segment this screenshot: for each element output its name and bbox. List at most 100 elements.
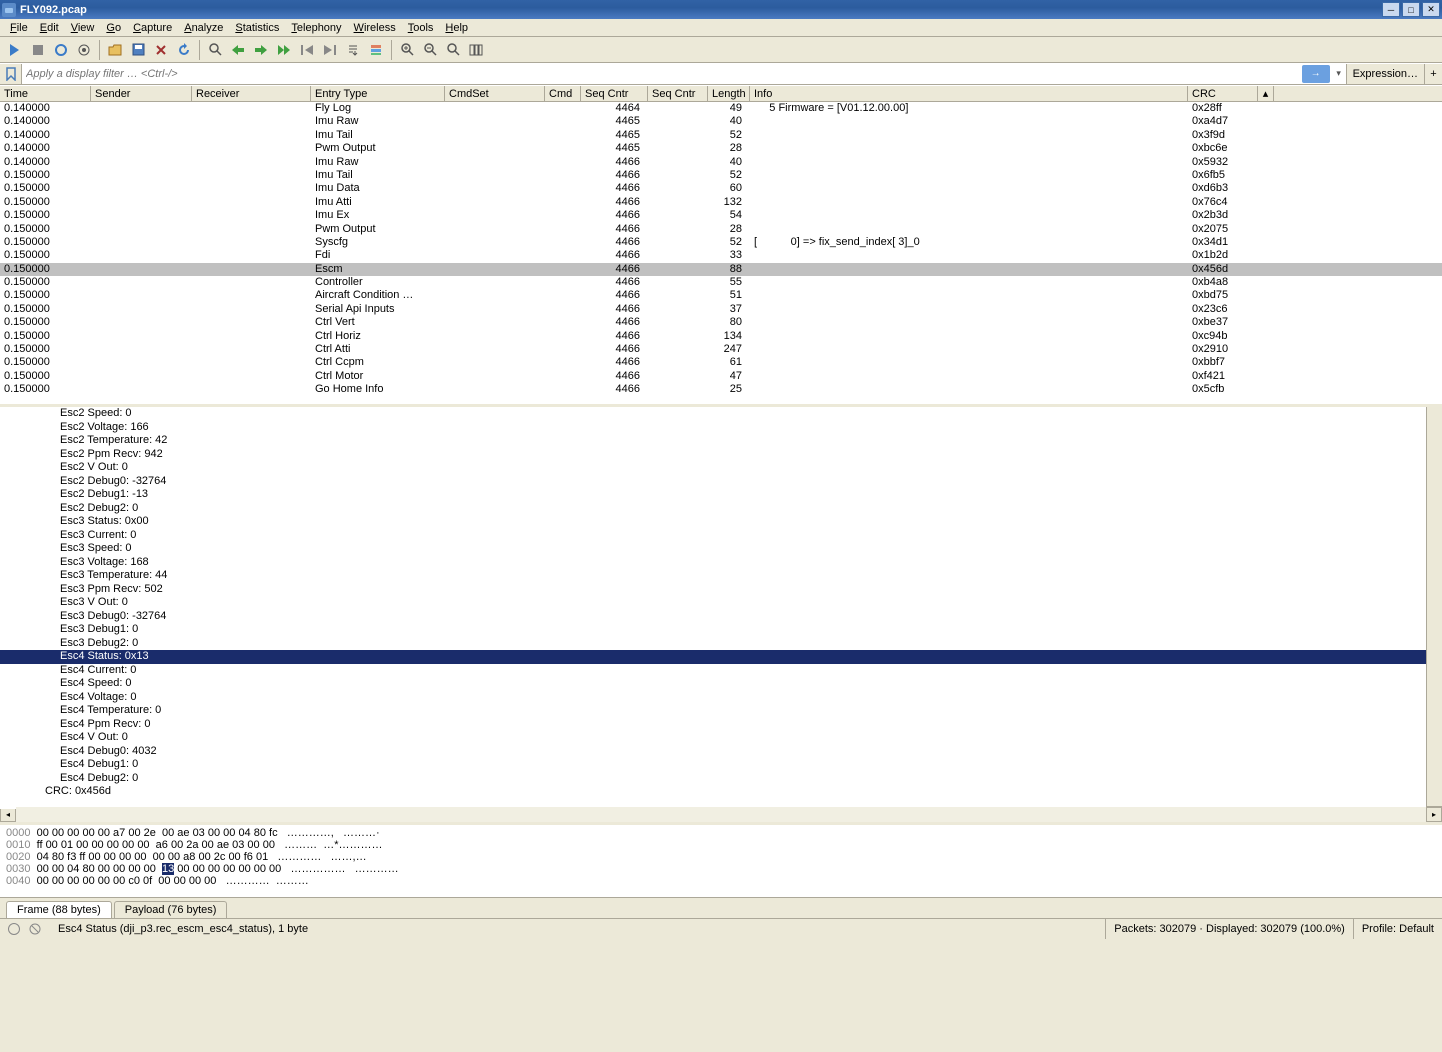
bookmark-filter-button[interactable]	[0, 64, 22, 84]
menu-tools[interactable]: Tools	[402, 21, 440, 35]
column-header[interactable]: CmdSet	[445, 86, 545, 101]
detail-field[interactable]: Esc3 Debug2: 0	[0, 637, 1426, 651]
packet-row[interactable]: 0.150000Imu Atti44661320x76c4	[0, 196, 1442, 209]
hex-tab[interactable]: Frame (88 bytes)	[6, 901, 112, 918]
find-packet-button[interactable]	[204, 39, 226, 61]
packet-row[interactable]: 0.150000Ctrl Ccpm4466610xbbf7	[0, 356, 1442, 369]
detail-field[interactable]: Esc4 Debug0: 4032	[0, 745, 1426, 759]
packet-list[interactable]: 0.140000Fly Log446449 5 Firmware = [V01.…	[0, 102, 1442, 404]
packet-row[interactable]: 0.150000Imu Ex4466540x2b3d	[0, 209, 1442, 222]
detail-field[interactable]: Esc3 Current: 0	[0, 529, 1426, 543]
jump-packet-button[interactable]	[273, 39, 295, 61]
column-header[interactable]: CRC	[1188, 86, 1258, 101]
packet-row[interactable]: 0.150000Aircraft Condition …4466510xbd75	[0, 289, 1442, 302]
detail-field[interactable]: Esc2 Debug1: -13	[0, 488, 1426, 502]
display-filter-input[interactable]	[22, 64, 1300, 84]
go-first-button[interactable]	[296, 39, 318, 61]
detail-field[interactable]: Esc2 V Out: 0	[0, 461, 1426, 475]
packet-row[interactable]: 0.150000Fdi4466330x1b2d	[0, 249, 1442, 262]
menu-telephony[interactable]: Telephony	[285, 21, 347, 35]
hex-row[interactable]: 0020 04 80 f3 ff 00 00 00 00 00 00 a8 00…	[6, 851, 1436, 863]
save-file-button[interactable]	[127, 39, 149, 61]
column-header[interactable]: Sender	[91, 86, 192, 101]
detail-field[interactable]: Esc3 Debug0: -32764	[0, 610, 1426, 624]
capture-options-button[interactable]	[73, 39, 95, 61]
menu-wireless[interactable]: Wireless	[348, 21, 402, 35]
detail-field[interactable]: Esc3 Ppm Recv: 502	[0, 583, 1426, 597]
add-filter-button[interactable]: +	[1424, 64, 1442, 84]
packet-row[interactable]: 0.150000Ctrl Horiz44661340xc94b	[0, 330, 1442, 343]
menu-go[interactable]: Go	[100, 21, 127, 35]
packet-row[interactable]: 0.150000Ctrl Vert4466800xbe37	[0, 316, 1442, 329]
packet-row[interactable]: 0.150000Controller4466550xb4a8	[0, 276, 1442, 289]
resize-columns-button[interactable]	[465, 39, 487, 61]
go-back-button[interactable]	[227, 39, 249, 61]
cancel-load-icon[interactable]	[28, 922, 42, 936]
detail-field[interactable]: Esc4 Debug2: 0	[0, 772, 1426, 786]
scroll-up[interactable]: ▴	[1258, 86, 1274, 101]
detail-field[interactable]: Esc2 Debug0: -32764	[0, 475, 1426, 489]
zoom-in-button[interactable]	[396, 39, 418, 61]
detail-field[interactable]: Esc4 Debug1: 0	[0, 758, 1426, 772]
column-header[interactable]: Time	[0, 86, 91, 101]
packet-row[interactable]: 0.140000Fly Log446449 5 Firmware = [V01.…	[0, 102, 1442, 115]
status-profile[interactable]: Profile: Default	[1354, 919, 1442, 939]
expression-button[interactable]: Expression…	[1346, 64, 1424, 84]
hex-row[interactable]: 0000 00 00 00 00 00 a7 00 2e 00 ae 03 00…	[6, 827, 1436, 839]
column-header[interactable]: Seq Cntr	[581, 86, 648, 101]
hex-row[interactable]: 0010 ff 00 01 00 00 00 00 00 a6 00 2a 00…	[6, 839, 1436, 851]
packet-row[interactable]: 0.150000Pwm Output4466280x2075	[0, 223, 1442, 236]
hex-tab[interactable]: Payload (76 bytes)	[114, 901, 228, 918]
detail-hscroll[interactable]: ◂▸	[0, 806, 1442, 822]
go-forward-button[interactable]	[250, 39, 272, 61]
column-header[interactable]: Entry Type	[311, 86, 445, 101]
column-header[interactable]: Cmd	[545, 86, 581, 101]
open-file-button[interactable]	[104, 39, 126, 61]
packet-row[interactable]: 0.150000Serial Api Inputs4466370x23c6	[0, 303, 1442, 316]
reload-button[interactable]	[173, 39, 195, 61]
detail-field[interactable]: Esc4 Voltage: 0	[0, 691, 1426, 705]
filter-dropdown[interactable]: ▾	[1332, 68, 1346, 79]
detail-field[interactable]: Esc4 Status: 0x13	[0, 650, 1426, 664]
packet-row[interactable]: 0.140000Imu Raw4465400xa4d7	[0, 115, 1442, 128]
detail-field[interactable]: Esc2 Speed: 0	[0, 407, 1426, 421]
detail-field[interactable]: Esc2 Ppm Recv: 942	[0, 448, 1426, 462]
stop-capture-button[interactable]	[27, 39, 49, 61]
detail-field[interactable]: Esc3 Temperature: 44	[0, 569, 1426, 583]
detail-field[interactable]: Esc2 Temperature: 42	[0, 434, 1426, 448]
colorize-button[interactable]	[365, 39, 387, 61]
packet-row[interactable]: 0.150000Escm4466880x456d	[0, 263, 1442, 276]
detail-field[interactable]: Esc4 Ppm Recv: 0	[0, 718, 1426, 732]
detail-field[interactable]: Esc2 Voltage: 166	[0, 421, 1426, 435]
detail-field[interactable]: Esc4 Speed: 0	[0, 677, 1426, 691]
menu-analyze[interactable]: Analyze	[178, 21, 229, 35]
column-header[interactable]: Info	[750, 86, 1188, 101]
go-last-button[interactable]	[319, 39, 341, 61]
menu-capture[interactable]: Capture	[127, 21, 178, 35]
column-header[interactable]: Seq Cntr	[648, 86, 708, 101]
menu-view[interactable]: View	[65, 21, 101, 35]
menu-file[interactable]: File	[4, 21, 34, 35]
detail-field[interactable]: Esc2 Debug2: 0	[0, 502, 1426, 516]
packet-row[interactable]: 0.150000Syscfg446652[ 0] => fix_send_ind…	[0, 236, 1442, 249]
maximize-button[interactable]: □	[1402, 2, 1420, 17]
start-capture-button[interactable]	[4, 39, 26, 61]
restart-capture-button[interactable]	[50, 39, 72, 61]
packet-row[interactable]: 0.150000Imu Tail4466520x6fb5	[0, 169, 1442, 182]
zoom-reset-button[interactable]	[442, 39, 464, 61]
detail-field[interactable]: Esc3 Speed: 0	[0, 542, 1426, 556]
detail-field[interactable]: Esc4 Current: 0	[0, 664, 1426, 678]
detail-scrollbar[interactable]	[1426, 407, 1442, 806]
detail-field[interactable]: Esc3 Debug1: 0	[0, 623, 1426, 637]
menu-help[interactable]: Help	[439, 21, 474, 35]
detail-field[interactable]: Esc4 Temperature: 0	[0, 704, 1426, 718]
detail-field[interactable]: Esc3 V Out: 0	[0, 596, 1426, 610]
close-file-button[interactable]	[150, 39, 172, 61]
column-header[interactable]: Receiver	[192, 86, 311, 101]
packet-row[interactable]: 0.150000Ctrl Atti44662470x2910	[0, 343, 1442, 356]
auto-scroll-button[interactable]	[342, 39, 364, 61]
minimize-button[interactable]: ─	[1382, 2, 1400, 17]
apply-filter-button[interactable]: →	[1302, 65, 1330, 83]
hex-pane[interactable]: 0000 00 00 00 00 00 a7 00 2e 00 ae 03 00…	[0, 822, 1442, 897]
menu-edit[interactable]: Edit	[34, 21, 65, 35]
